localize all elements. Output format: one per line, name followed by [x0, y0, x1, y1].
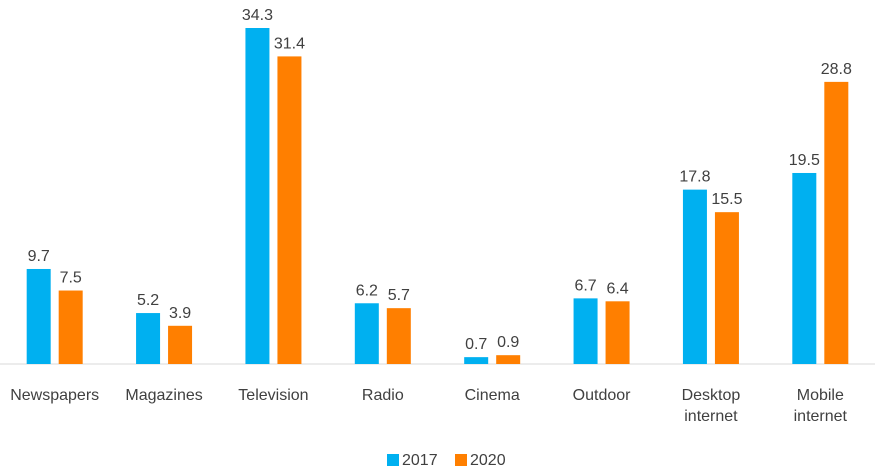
data-label-2020-1: 3.9 [169, 305, 191, 322]
data-label-2017-0: 9.7 [28, 248, 50, 265]
data-labels-layer: 9.7 7.5 5.2 3.9 34.331.4 6.2 5.7 0.7 0.9 6.7 6.4 17… [28, 7, 852, 353]
bar-2017-7 [792, 172, 817, 364]
bar-2020-3 [386, 308, 411, 364]
data-label-2020-6: 15.5 [711, 191, 742, 208]
category-labels-layer: Newspapers Magazines Television Radio Cinema… [10, 387, 847, 425]
bar-2017-5 [573, 298, 598, 364]
data-label-2017-2: 34.3 [242, 7, 273, 24]
bar-2020-4 [496, 355, 521, 364]
bar-2017-3 [354, 303, 379, 364]
category-label-7-0: Mobile [797, 387, 844, 404]
category-label-0-0: Newspapers [10, 387, 99, 404]
bar-2017-2 [245, 28, 270, 364]
data-label-2017-4: 0.7 [465, 336, 487, 353]
category-label-2-0: Television [238, 387, 308, 404]
data-label-2020-5: 6.4 [606, 280, 628, 297]
legend-swatch-2020 [455, 454, 467, 466]
data-label-2020-4: 0.9 [497, 334, 519, 351]
data-label-2020-0: 7.5 [60, 270, 82, 287]
legend: 2017 2020 [387, 452, 506, 469]
bar-2020-7 [824, 81, 849, 364]
category-label-4-0: Cinema [465, 387, 520, 404]
bar-2020-5 [605, 301, 630, 364]
legend-label-2020: 2020 [470, 452, 506, 469]
data-label-2017-1: 5.2 [137, 292, 159, 309]
legend-swatch-2017 [387, 454, 399, 466]
category-label-1-0: Magazines [125, 387, 202, 404]
bars-layer [26, 28, 849, 364]
category-label-3-0: Radio [362, 387, 404, 404]
bar-2020-0 [58, 290, 83, 364]
data-label-2017-3: 6.2 [356, 282, 378, 299]
data-label-2020-7: 28.8 [821, 61, 852, 78]
category-label-6-0: Desktop [682, 387, 741, 404]
category-label-7-1: internet [794, 408, 848, 425]
bar-2017-0 [26, 268, 51, 364]
bar-2017-6 [682, 189, 707, 364]
category-label-6-1: internet [684, 408, 738, 425]
data-label-2017-6: 17.8 [679, 169, 710, 186]
bar-2020-1 [168, 325, 193, 364]
data-label-2020-2: 31.4 [274, 35, 305, 52]
data-label-2017-5: 6.7 [574, 277, 596, 294]
legend-label-2017: 2017 [402, 452, 438, 469]
bar-2017-1 [136, 313, 161, 364]
bar-2020-2 [277, 56, 302, 364]
data-label-2020-3: 5.7 [388, 287, 410, 304]
category-label-5-0: Outdoor [573, 387, 631, 404]
data-label-2017-7: 19.5 [789, 152, 820, 169]
bar-2017-4 [464, 357, 489, 364]
bar-2020-6 [714, 212, 739, 364]
